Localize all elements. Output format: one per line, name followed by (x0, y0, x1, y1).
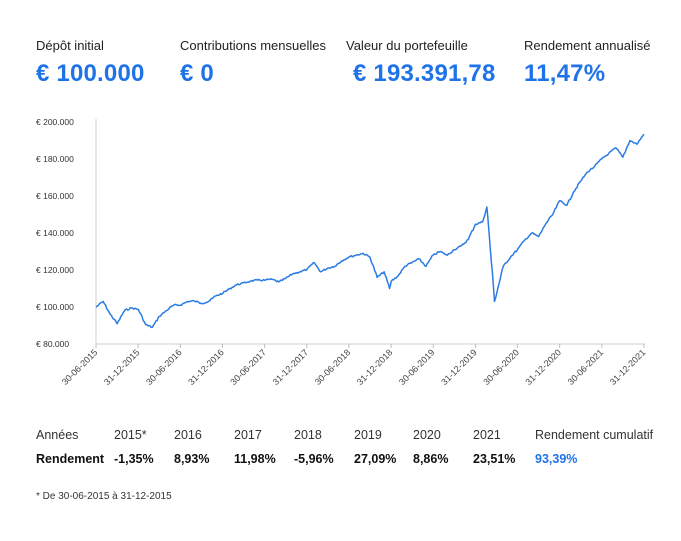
x-tick-label: 30-06-2021 (566, 347, 606, 387)
cumulative-header: Rendement cumulatif (535, 428, 654, 442)
year-header: 2018 (294, 428, 322, 442)
x-tick-label: 31-12-2021 (608, 347, 648, 387)
kpi-annualized-return-value: 11,47% (524, 60, 606, 87)
y-tick-label: € 80.000 (36, 339, 69, 349)
return-value: 11,98% (234, 452, 276, 466)
x-axis: 30-06-2015 31-12-2015 30-06-2016 31-12-2016… (60, 343, 648, 387)
x-tick-label: 30-06-2016 (144, 347, 184, 387)
year-header: 2021 (473, 428, 501, 442)
return-value: 8,86% (413, 452, 449, 466)
x-tick-label: 31-12-2020 (523, 347, 563, 387)
kpi-initial-deposit-value: € 100.000 (36, 60, 145, 87)
x-tick-label: 30-06-2017 (228, 347, 268, 387)
y-tick-label: € 140.000 (36, 228, 74, 238)
return-value: -1,35% (114, 452, 154, 466)
return-value: 27,09% (354, 452, 397, 466)
returns-row-label: Rendement (36, 452, 105, 466)
kpi-monthly-contributions-value: € 0 (180, 60, 214, 87)
y-tick-label: € 200.000 (36, 117, 74, 127)
x-tick-label: 31-12-2015 (102, 347, 142, 387)
portfolio-value-line (95, 133, 645, 329)
x-tick-label: 31-12-2017 (271, 347, 311, 387)
year-header: 2020 (413, 428, 441, 442)
return-value: -5,96% (294, 452, 334, 466)
x-tick-label: 31-12-2016 (186, 347, 226, 387)
y-tick-label: € 160.000 (36, 191, 74, 201)
cumulative-return-value: 93,39% (535, 452, 578, 466)
y-axis: € 80.000 € 100.000 € 120.000 € 140.000 € 160… (36, 117, 97, 349)
y-tick-label: € 180.000 (36, 154, 74, 164)
x-tick-label: 31-12-2019 (439, 347, 479, 387)
portfolio-line-chart: € 80.000 € 100.000 € 120.000 € 140.000 € 160… (36, 117, 648, 387)
kpi-portfolio-value-value: € 193.391,78 (353, 60, 496, 87)
years-row-label: Années (36, 428, 79, 442)
footnote: * De 30-06-2015 à 31-12-2015 (36, 491, 172, 502)
return-value: 8,93% (174, 452, 210, 466)
x-tick-label: 31-12-2018 (355, 347, 395, 387)
kpi-initial-deposit-label: Dépôt initial (36, 38, 104, 53)
return-value: 23,51% (473, 452, 516, 466)
year-header: 2019 (354, 428, 382, 442)
x-tick-label: 30-06-2019 (397, 347, 437, 387)
plot-area (95, 133, 645, 329)
year-header: 2017 (234, 428, 262, 442)
kpi-monthly-contributions-label: Contributions mensuelles (180, 38, 326, 53)
year-header: 2016 (174, 428, 202, 442)
y-tick-label: € 120.000 (36, 265, 74, 275)
x-tick-label: 30-06-2015 (60, 347, 100, 387)
x-tick-label: 30-06-2020 (481, 347, 521, 387)
kpi-portfolio-value-label: Valeur du portefeuille (346, 38, 468, 53)
kpi-annualized-return-label: Rendement annualisé (524, 38, 651, 53)
y-tick-label: € 100.000 (36, 302, 74, 312)
x-tick-label: 30-06-2018 (313, 347, 353, 387)
year-header: 2015* (114, 428, 147, 442)
